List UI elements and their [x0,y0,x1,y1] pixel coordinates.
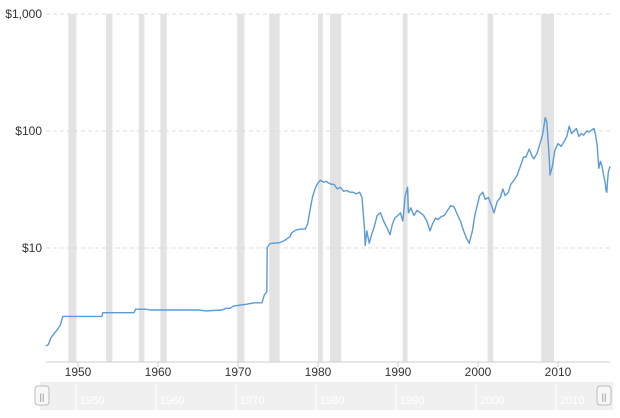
handle-grip-icon: || [602,392,607,402]
recession-bands [68,14,554,362]
x-tick-label: 1970 [225,365,252,379]
series-group [45,117,611,347]
recession-band [160,14,167,362]
x-tick-label: 1950 [65,365,92,379]
x-tick-label: 1980 [305,365,332,379]
navigator-tick-label: 2010 [560,395,584,407]
grid-lines [46,13,610,249]
recession-band [330,14,342,362]
navigator-tick-label: 2000 [480,395,504,407]
y-axis: $10 $100 $1,000 [5,7,42,255]
recession-band [269,14,280,362]
x-tick-label: 1990 [385,365,412,379]
y-tick-label: $1,000 [5,7,42,21]
navigator[interactable]: 1950 1960 1970 1980 1990 2000 2010 || || [34,382,613,410]
y-tick-label: $10 [22,241,42,255]
recession-band [106,14,113,362]
navigator-tick-label: 1970 [240,395,264,407]
navigator-tick-label: 1950 [80,395,104,407]
navigator-tick-label: 1960 [160,395,184,407]
navigator-right-handle[interactable]: || [596,385,612,406]
recession-band [402,14,408,362]
recession-band [541,14,554,362]
series-line [45,117,611,347]
recession-band [237,14,245,362]
x-axis: 1950 1960 1970 1980 1990 2000 2010 [46,361,610,379]
navigator-tick-label: 1980 [320,395,344,407]
handle-grip-icon: || [40,392,45,402]
recession-band [318,14,323,362]
x-tick-label: 2000 [465,365,492,379]
recession-band [68,14,77,362]
y-tick-label: $100 [15,124,42,138]
navigator-ticks: 1950 1960 1970 1980 1990 2000 2010 [75,384,584,410]
navigator-track[interactable] [40,382,613,410]
x-tick-label: 1960 [145,365,172,379]
recession-band [138,14,145,362]
navigator-tick-label: 1990 [400,395,424,407]
navigator-left-handle[interactable]: || [34,385,50,406]
x-tick-label: 2010 [545,365,572,379]
recession-band [487,14,494,362]
